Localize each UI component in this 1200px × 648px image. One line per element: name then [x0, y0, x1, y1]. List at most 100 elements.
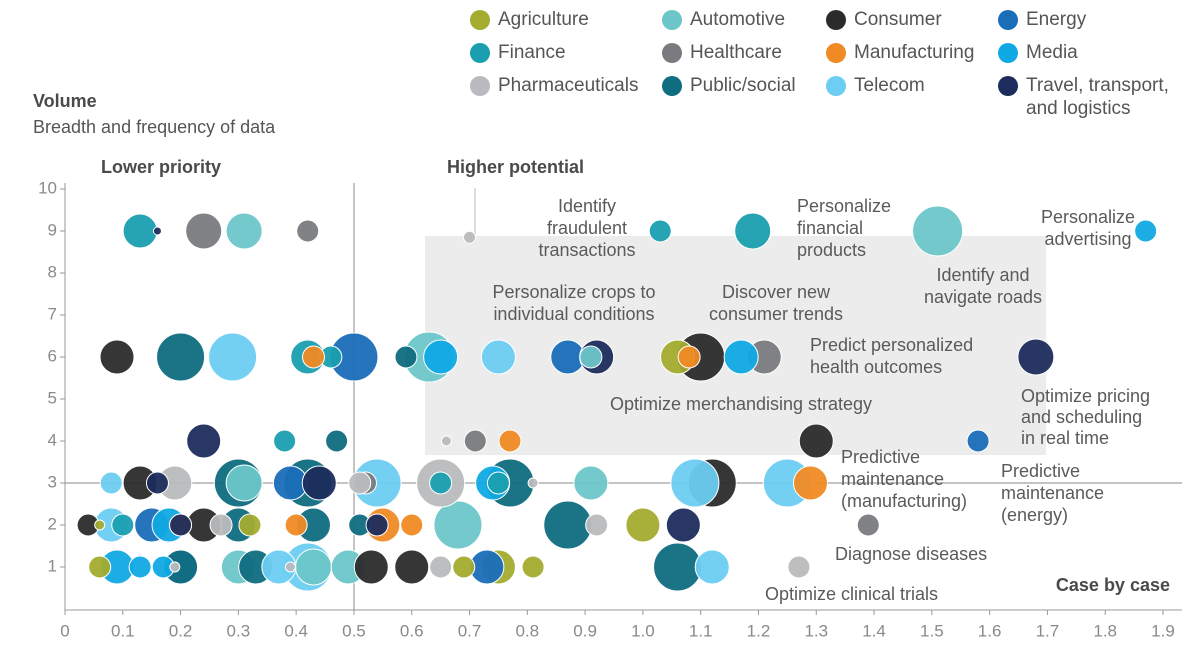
annotation: Optimize pricing [1021, 386, 1150, 406]
annotation: fraudulent [547, 218, 627, 238]
y-tick-label: 4 [48, 430, 57, 449]
legend-swatch [826, 76, 846, 96]
x-tick-label: 0.9 [573, 621, 597, 640]
bubble [152, 226, 162, 236]
legend-item: Media [998, 41, 1178, 64]
bubble [480, 339, 516, 375]
y-tick-label: 9 [48, 220, 57, 239]
legend-swatch [998, 43, 1018, 63]
bubble [433, 500, 483, 550]
bubble [665, 507, 701, 543]
legend-item: Agriculture [470, 8, 662, 31]
annotation: Optimize merchandising strategy [610, 394, 872, 414]
x-tick-label: 1.0 [631, 621, 655, 640]
legend-item: Consumer [826, 8, 998, 31]
bubble [625, 507, 661, 543]
x-tick-label: 0 [60, 621, 69, 640]
legend-swatch [662, 10, 682, 30]
bubble [225, 212, 263, 250]
bubble [225, 464, 263, 502]
x-tick-label: 1.5 [920, 621, 944, 640]
bubble [585, 513, 609, 537]
x-tick-label: 1.8 [1093, 621, 1117, 640]
legend-item: Telecom [826, 74, 998, 120]
bubble [169, 561, 181, 573]
x-tick-label: 1.4 [862, 621, 886, 640]
annotation: navigate roads [924, 287, 1042, 307]
x-tick-label: 1.6 [978, 621, 1002, 640]
bubble [238, 513, 262, 537]
y-tick-label: 10 [38, 178, 57, 197]
annotation: consumer trends [709, 304, 843, 324]
bubble [88, 555, 112, 579]
legend-label: Manufacturing [854, 42, 975, 63]
x-tick-label: 0.5 [342, 621, 366, 640]
legend-item: Finance [470, 41, 662, 64]
bubble [325, 429, 349, 453]
bubble [677, 345, 701, 369]
legend-item: Healthcare [662, 41, 826, 64]
annotation: and scheduling [1021, 407, 1142, 427]
bubble [463, 230, 477, 244]
bubble [527, 477, 539, 489]
legend-label: Travel, transport, and logistics [1026, 75, 1169, 119]
y-tick-label: 1 [48, 556, 57, 575]
annotation: in real time [1021, 428, 1109, 448]
bubble [273, 429, 297, 453]
legend: Agriculture Automotive Consumer Energy Finan… [470, 8, 1178, 120]
bubble [400, 513, 424, 537]
legend-label: Public/social [690, 75, 796, 96]
legend-swatch [470, 76, 490, 96]
bubble [185, 212, 223, 250]
legend-label: Media [1026, 42, 1078, 63]
annotation: advertising [1044, 229, 1131, 249]
bubble [429, 555, 453, 579]
legend-swatch [998, 76, 1018, 96]
x-tick-label: 0.6 [400, 621, 424, 640]
bubble [787, 555, 811, 579]
legend-swatch [470, 43, 490, 63]
x-tick-label: 0.2 [169, 621, 193, 640]
bubble [429, 471, 453, 495]
bubble [579, 345, 603, 369]
x-tick-label: 1.7 [1036, 621, 1060, 640]
bubble [573, 465, 609, 501]
y-tick-label: 6 [48, 346, 57, 365]
annotation: (manufacturing) [841, 491, 967, 511]
bubble [296, 219, 320, 243]
bubble [209, 513, 233, 537]
annotation: Predictive [841, 447, 920, 467]
bubble [1134, 219, 1158, 243]
bubble [734, 212, 772, 250]
annotation: Diagnose diseases [835, 544, 987, 564]
legend-label: Consumer [854, 9, 942, 30]
bubble [912, 205, 964, 257]
annotation: Personalize [797, 196, 891, 216]
bubble [856, 513, 880, 537]
legend-label: Finance [498, 42, 566, 63]
bubble [99, 471, 123, 495]
bubble [498, 429, 522, 453]
bubble [792, 465, 828, 501]
x-tick-label: 1.1 [689, 621, 713, 640]
legend-label: Pharmaceuticals [498, 75, 639, 96]
y-tick-label: 3 [48, 472, 57, 491]
legend-swatch [662, 43, 682, 63]
x-tick-label: 0.8 [515, 621, 539, 640]
legend-item: Pharmaceuticals [470, 74, 662, 120]
y-tick-label: 5 [48, 388, 57, 407]
annotation: maintenance [1001, 483, 1104, 503]
bubble [111, 513, 135, 537]
bubble [128, 555, 152, 579]
annotation: transactions [538, 240, 635, 260]
x-tick-label: 1.2 [747, 621, 771, 640]
legend-item: Public/social [662, 74, 826, 120]
legend-swatch [662, 76, 682, 96]
annotation: Personalize [1041, 207, 1135, 227]
bubble [284, 513, 308, 537]
y-tick-label: 2 [48, 514, 57, 533]
annotation: Discover new [722, 282, 831, 302]
y-tick-label: 8 [48, 262, 57, 281]
legend-swatch [826, 10, 846, 30]
y-tick-label: 7 [48, 304, 57, 323]
